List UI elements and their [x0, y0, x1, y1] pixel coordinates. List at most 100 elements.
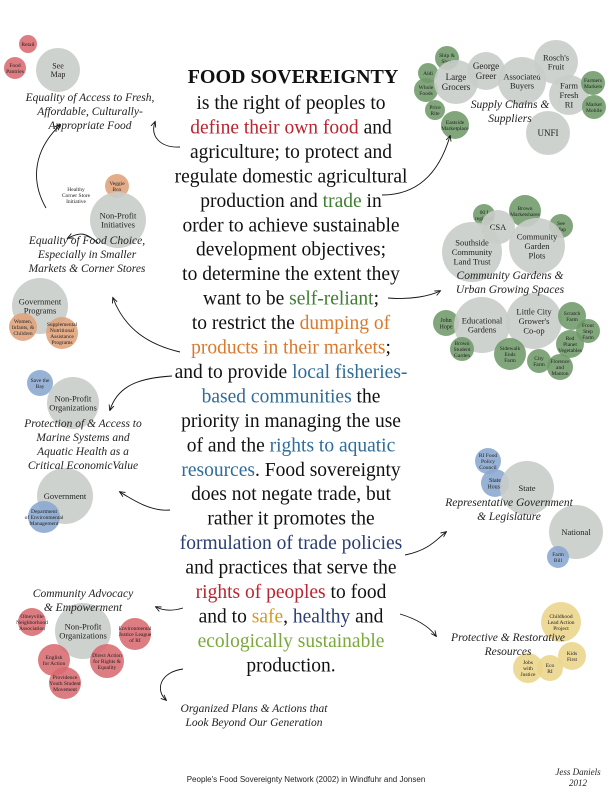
bubble-text: RI Food	[479, 453, 497, 459]
body-span: and to provide	[175, 362, 293, 383]
bubble-text: Assistance	[50, 334, 74, 340]
label-supply-chains: Supply Chains & Suppliers	[471, 99, 550, 125]
label-line: Resources	[484, 646, 532, 658]
bubble-text: See	[557, 221, 566, 227]
bubble-text: for Rights &	[93, 658, 122, 665]
bubble-text: 60 I	[480, 210, 489, 216]
bubble-text: Manton	[551, 371, 568, 377]
bubble-text: Equality	[98, 665, 117, 671]
bubble-text: with	[523, 666, 533, 672]
bubble-circle	[534, 40, 578, 84]
signature-name: Jess Daniels	[555, 767, 601, 777]
bubble-text: Initiatives	[101, 220, 135, 230]
bubble-circle	[46, 317, 78, 349]
bubble-text: Neighborhood	[16, 620, 48, 626]
body-line: production.	[246, 655, 335, 676]
body-span: production.	[246, 655, 335, 676]
bubble-circle	[558, 642, 586, 670]
bubble-circle	[509, 218, 565, 274]
bubble-text: First	[567, 657, 578, 663]
bubble-text: Vegetables	[558, 348, 582, 354]
body-line: production and trade in	[200, 191, 382, 212]
bubble-text: See	[52, 61, 64, 70]
bubble-text: Food	[9, 63, 21, 69]
bubble-circle	[49, 667, 81, 699]
bubble-circle	[9, 313, 37, 341]
bubble-text: Florence	[550, 359, 570, 365]
page-title: FOOD SOVEREIGNTY	[188, 66, 399, 88]
bubble-text: Council	[479, 465, 497, 471]
bubble-text: Sidewalk	[500, 346, 521, 352]
bubble-text: Rosch's	[543, 52, 569, 62]
bubble-text: Non-Profit	[65, 621, 102, 631]
bubble-text: Educational	[462, 315, 503, 325]
body-span: ecologically sustainable	[198, 631, 385, 652]
label-line: Suppliers	[488, 113, 532, 125]
bubble-circle	[494, 338, 526, 370]
bubble-circle	[475, 448, 501, 474]
bubble-circle	[541, 602, 581, 642]
body-span: ,	[283, 606, 293, 627]
bubble-text: George	[473, 61, 499, 71]
bubble-text: RI	[547, 669, 553, 675]
bubble-text: Farm	[582, 335, 594, 341]
bubble-text: Brown	[455, 341, 470, 347]
bubble-text: Plots	[528, 250, 545, 260]
bubble-text: Children	[13, 331, 32, 337]
bubble-state: State	[500, 461, 554, 515]
bubble-circle	[547, 354, 573, 380]
bubble-circle	[18, 608, 46, 636]
label-line: Equality of Food Choice,	[28, 235, 145, 247]
body-line: formulation of trade policies	[180, 533, 403, 554]
body-line: and practices that serve the	[185, 558, 396, 579]
bubble-circle	[537, 655, 563, 681]
bubble-circle	[526, 111, 570, 155]
connector-arrow	[110, 375, 173, 410]
bubble-circle	[47, 377, 99, 429]
body-line: based communities the	[202, 386, 381, 407]
label-line: Protection of & Access to	[23, 418, 142, 430]
bubble-text: Map	[556, 227, 566, 233]
body-span: to food	[326, 582, 387, 603]
body-span: rather it promotes the	[207, 509, 374, 530]
bubble-text: Programs	[51, 340, 72, 346]
bubble-text: CSA	[490, 222, 507, 232]
body-span: . Food sovereignty	[255, 460, 401, 481]
label-protective: Protective & Restorative Resources	[450, 632, 565, 658]
bubble-text: Non-Profit	[55, 393, 92, 403]
bubble-circle	[513, 653, 543, 683]
label-line: Affordable, Culturally-	[36, 106, 143, 118]
connector-arrow	[381, 136, 450, 196]
bubble-circle	[527, 349, 551, 373]
body-line: and to provide local fisheries-	[175, 362, 408, 383]
label-line: Aquatic Health as a	[36, 446, 129, 458]
body-span: and practices that serve the	[185, 558, 396, 579]
bubble-text: Government	[44, 491, 87, 501]
bubble-circle	[425, 100, 445, 120]
body-line: of and the rights to aquatic	[187, 435, 396, 456]
bubble-text: Associated	[503, 71, 541, 81]
bubble-text: House	[487, 484, 503, 490]
bubble-text: Supplemental	[47, 322, 78, 328]
body-line: rights of peoples to food	[196, 582, 387, 603]
bubble-text: Pantries	[6, 69, 24, 75]
bubble-aldi: Aldi	[418, 63, 438, 83]
bubble-text: for Action	[43, 660, 66, 667]
bubble-text: Jobs	[523, 660, 533, 666]
bubble-text: of Environmental	[25, 514, 64, 521]
